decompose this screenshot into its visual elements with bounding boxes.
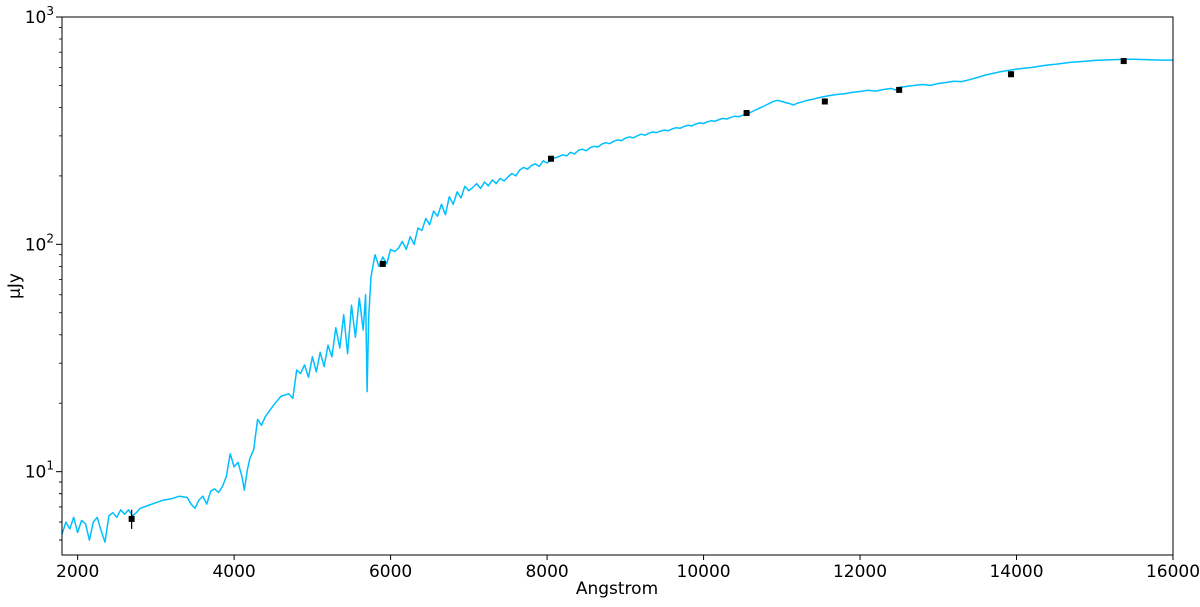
y-tick-label-exponent: 2 xyxy=(46,231,54,245)
plot-background xyxy=(62,17,1173,555)
x-tick-label: 4000 xyxy=(212,562,255,582)
y-tick-label-exponent: 3 xyxy=(46,4,54,18)
x-tick-label: 6000 xyxy=(369,562,412,582)
x-axis-title: Angstrom xyxy=(576,579,658,599)
photometry-point xyxy=(896,86,903,93)
y-tick-label: 101 xyxy=(25,459,54,483)
x-tick-label: 2000 xyxy=(56,562,99,582)
x-tick-label: 10000 xyxy=(677,562,731,582)
x-tick-label: 12000 xyxy=(833,562,887,582)
photometry-point xyxy=(128,515,135,522)
photometry-point xyxy=(379,260,386,267)
photometry-point xyxy=(1120,58,1127,65)
x-ticks: 2000 4000 6000 8000 10000 12000 14000 16000 xyxy=(56,555,1200,582)
photometry-point xyxy=(547,155,554,162)
y-tick-label-base: 10 xyxy=(25,235,47,255)
model-spectrum-line xyxy=(61,58,1173,543)
photometry-point xyxy=(1008,71,1015,78)
series-layer xyxy=(61,58,1173,543)
x-tick-label: 16000 xyxy=(1146,562,1200,582)
photometry-point xyxy=(743,110,750,117)
plot-frame xyxy=(61,16,1174,556)
y-tick-label-base: 10 xyxy=(25,463,47,483)
points-layer xyxy=(128,58,1127,529)
x-tick-label: 8000 xyxy=(525,562,568,582)
y-tick-label-exponent: 1 xyxy=(46,459,54,473)
photometry-point xyxy=(821,98,828,105)
y-axis-title: μJy xyxy=(5,273,25,299)
y-tick-label: 103 xyxy=(25,4,54,28)
y-tick-label: 102 xyxy=(25,231,54,255)
x-tick-label: 14000 xyxy=(989,562,1043,582)
y-tick-label-base: 10 xyxy=(25,8,47,28)
